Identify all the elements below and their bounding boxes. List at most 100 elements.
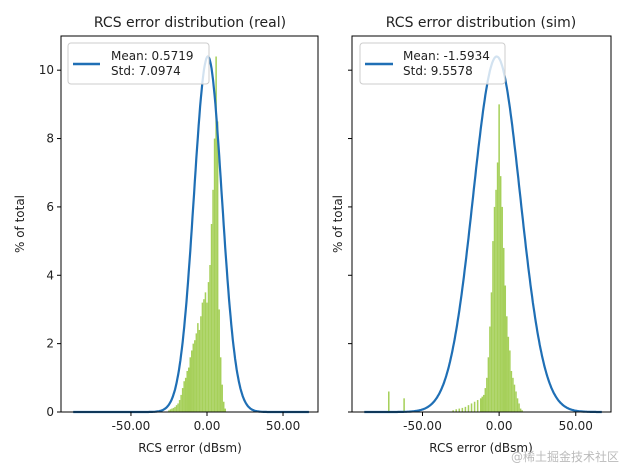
legend: Mean: 0.5719 Std: 7.0974: [68, 43, 209, 84]
histogram-bar: [518, 403, 520, 412]
histogram-bar: [506, 316, 508, 412]
histogram-bar: [190, 357, 192, 412]
y-axis-label: % of total: [331, 195, 345, 253]
histogram-bar: [495, 190, 497, 412]
y-tick-label: 0: [46, 405, 54, 419]
histogram-bar: [497, 162, 499, 412]
histogram-bar: [182, 388, 184, 412]
x-tick-label: -50.00: [403, 419, 442, 433]
histogram-bar: [196, 333, 198, 412]
histogram-bar: [494, 207, 496, 412]
histogram-bar: [193, 344, 195, 412]
legend-std: Std: 9.5578: [403, 64, 473, 78]
histogram-bar: [488, 357, 490, 412]
y-tick-label: 6: [46, 200, 54, 214]
histogram-bar: [471, 403, 473, 412]
histogram-bar: [508, 337, 510, 412]
histogram-bar: [197, 323, 199, 412]
histogram-bar: [482, 397, 484, 412]
histogram-bar: [462, 408, 464, 412]
histogram-bar: [180, 395, 182, 412]
histogram-bar: [501, 207, 503, 412]
histogram-bar: [474, 402, 476, 412]
histogram-bar: [177, 403, 179, 412]
histogram-bar: [465, 407, 467, 412]
histogram-bar: [485, 388, 487, 412]
y-tick-label: 2: [46, 337, 54, 351]
histogram-bar: [179, 400, 181, 412]
histogram-bar: [171, 409, 173, 412]
histogram-bar: [217, 121, 219, 412]
x-axis-label: RCS error (dBsm): [138, 441, 242, 455]
histogram-bar: [509, 350, 511, 412]
histogram-bar: [486, 378, 488, 412]
legend-mean: Mean: -1.5934: [403, 49, 490, 63]
subplot-sim: RCS error distribution (sim) % of total …: [331, 15, 611, 455]
histogram-bar: [224, 409, 226, 412]
histogram-bar: [205, 292, 207, 412]
histogram-bar: [491, 292, 493, 412]
histogram-bar: [186, 371, 188, 412]
y-tick-label: 4: [46, 268, 54, 282]
histogram-bar: [403, 398, 405, 412]
x-tick-label: 0.00: [486, 419, 513, 433]
histogram-bar: [459, 409, 461, 412]
histogram-bar: [517, 398, 519, 412]
histogram-bar: [194, 340, 196, 412]
histogram-bar: [520, 409, 522, 412]
histogram-bar: [468, 405, 470, 412]
gaussian-curve: [364, 57, 602, 413]
histogram-bar: [388, 391, 390, 412]
histogram-bar: [202, 303, 204, 412]
histogram-bar: [218, 309, 220, 412]
histogram-bar: [512, 378, 514, 412]
chart-title: RCS error distribution (sim): [386, 15, 576, 31]
histogram-bar: [183, 381, 185, 412]
x-tick-label: 50.00: [266, 419, 300, 433]
histogram-bar: [199, 330, 201, 412]
x-tick-label: 0.00: [194, 419, 221, 433]
histogram-bar: [174, 407, 176, 412]
histogram-bar: [173, 408, 175, 412]
histogram-bar: [514, 385, 516, 412]
axes-frame: [61, 36, 318, 412]
histogram-bar: [203, 299, 205, 412]
histogram-bar: [220, 357, 222, 412]
x-tick-label: -50.00: [112, 419, 151, 433]
histogram-bar: [206, 303, 208, 412]
histogram-bar: [212, 190, 214, 412]
y-axis-label: % of total: [13, 195, 27, 253]
histogram-bar: [477, 400, 479, 412]
histogram-bar: [188, 368, 190, 412]
y-tick-label: 10: [39, 63, 54, 77]
histogram-bar: [214, 139, 216, 412]
y-tick-label: 8: [46, 132, 54, 146]
histogram-bar: [498, 104, 500, 412]
histogram-bar: [500, 176, 502, 412]
histogram-bar: [515, 391, 517, 412]
legend-std: Std: 7.0974: [111, 64, 181, 78]
histogram-bar: [221, 385, 223, 412]
histogram-bar: [200, 316, 202, 412]
histogram-bar: [176, 405, 178, 412]
histogram-bar: [211, 224, 213, 412]
histogram-bar: [489, 327, 491, 412]
histogram-bar: [191, 350, 193, 412]
histogram-bar: [223, 402, 225, 412]
histogram-bar: [511, 371, 513, 412]
subplot-real: RCS error distribution (real) % of total…: [13, 15, 318, 455]
axes-frame: [352, 36, 611, 412]
chart-title: RCS error distribution (real): [94, 15, 286, 31]
histogram-bar: [480, 398, 482, 412]
x-tick-label: 50.00: [559, 419, 593, 433]
histogram-bar: [185, 378, 187, 412]
histogram-bar: [492, 241, 494, 412]
histogram-bar: [208, 282, 210, 412]
histogram-bar: [503, 248, 505, 412]
histogram-bar: [504, 286, 506, 412]
legend-mean: Mean: 0.5719: [111, 49, 194, 63]
legend: Mean: -1.5934 Std: 9.5578: [360, 43, 505, 84]
histogram-bar: [209, 265, 211, 412]
watermark: @稀土掘金技术社区: [511, 448, 619, 465]
